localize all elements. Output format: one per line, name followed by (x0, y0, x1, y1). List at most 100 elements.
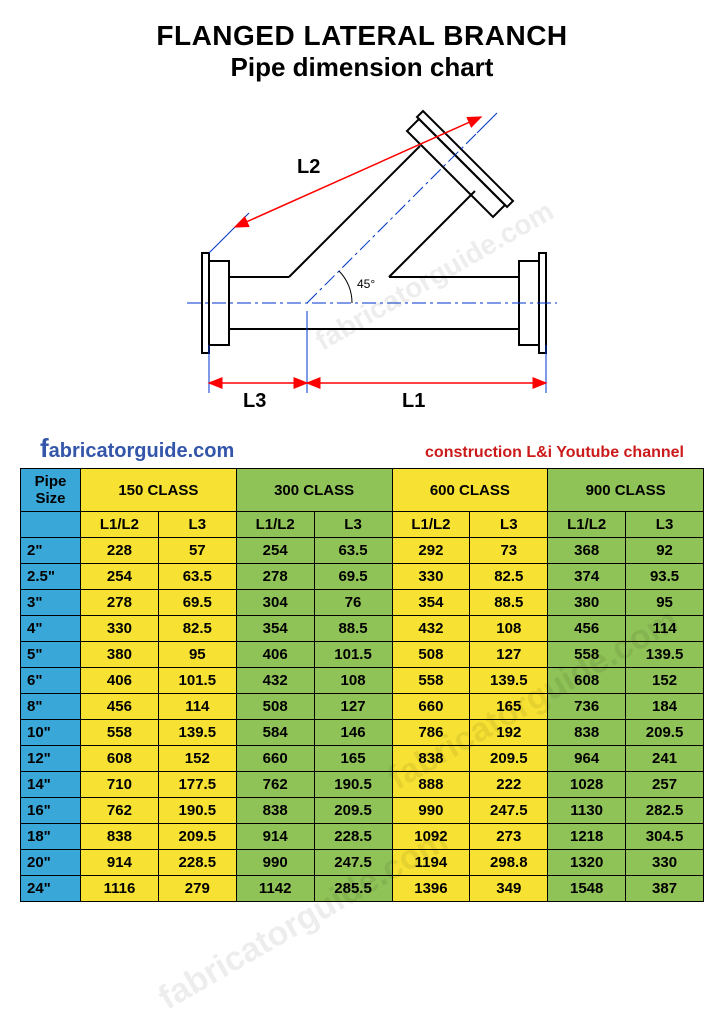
cell-value: 95 (158, 642, 236, 668)
cell-value: 1396 (392, 876, 470, 902)
angle-arc (339, 271, 352, 303)
cell-value: 241 (626, 746, 704, 772)
cell-value: 95 (626, 590, 704, 616)
dimension-table: Pipe Size 150 CLASS 300 CLASS 600 CLASS … (20, 468, 704, 902)
cell-value: 73 (470, 538, 548, 564)
table-row: 14"710177.5762190.58882221028257 (21, 772, 704, 798)
cell-size: 10" (21, 720, 81, 746)
extension-lines (209, 113, 546, 393)
title: FLANGED LATERAL BRANCH Pipe dimension ch… (20, 20, 704, 83)
links-row: fabricatorguide.com construction L&i You… (20, 433, 704, 464)
table-row: 6"406101.5432108558139.5608152 (21, 668, 704, 694)
cell-value: 608 (548, 668, 626, 694)
cell-value: 190.5 (314, 772, 392, 798)
title-line-1: FLANGED LATERAL BRANCH (20, 20, 704, 52)
header-class-3: 900 CLASS (548, 469, 704, 512)
cell-value: 1092 (392, 824, 470, 850)
cell-size: 8" (21, 694, 81, 720)
dimension-lines (209, 117, 546, 383)
cell-value: 1320 (548, 850, 626, 876)
cell-value: 285.5 (314, 876, 392, 902)
cell-value: 964 (548, 746, 626, 772)
l1-label: L1 (402, 390, 425, 412)
table-row: 8"456114508127660165736184 (21, 694, 704, 720)
cell-value: 1130 (548, 798, 626, 824)
cell-value: 736 (548, 694, 626, 720)
cell-value: 838 (548, 720, 626, 746)
header-sub: L3 (626, 512, 704, 538)
cell-value: 152 (158, 746, 236, 772)
cell-value: 108 (314, 668, 392, 694)
l3-label: L3 (243, 390, 266, 412)
cell-value: 432 (236, 668, 314, 694)
l2-label: L2 (297, 156, 320, 178)
cell-value: 1194 (392, 850, 470, 876)
cell-value: 228.5 (158, 850, 236, 876)
cell-value: 139.5 (626, 642, 704, 668)
cell-value: 222 (470, 772, 548, 798)
cell-value: 456 (548, 616, 626, 642)
cell-value: 292 (392, 538, 470, 564)
cell-value: 152 (626, 668, 704, 694)
cell-value: 380 (81, 642, 159, 668)
cell-value: 247.5 (470, 798, 548, 824)
cell-value: 146 (314, 720, 392, 746)
credits-text: construction L&i Youtube channel (425, 444, 684, 462)
cell-value: 92 (626, 538, 704, 564)
angle-label: 45° (357, 277, 375, 291)
cell-value: 558 (392, 668, 470, 694)
cell-value: 93.5 (626, 564, 704, 590)
cell-value: 101.5 (158, 668, 236, 694)
cell-value: 139.5 (470, 668, 548, 694)
table-row: 3"27869.53047635488.538095 (21, 590, 704, 616)
cell-value: 608 (81, 746, 159, 772)
cell-value: 1548 (548, 876, 626, 902)
cell-value: 278 (81, 590, 159, 616)
cell-value: 1142 (236, 876, 314, 902)
cell-value: 1218 (548, 824, 626, 850)
cell-value: 165 (314, 746, 392, 772)
cell-value: 380 (548, 590, 626, 616)
cell-value: 273 (470, 824, 548, 850)
cell-value: 82.5 (470, 564, 548, 590)
cell-size: 2" (21, 538, 81, 564)
cell-value: 82.5 (158, 616, 236, 642)
table-row: 16"762190.5838209.5990247.51130282.5 (21, 798, 704, 824)
cell-value: 762 (236, 772, 314, 798)
table-row: 4"33082.535488.5432108456114 (21, 616, 704, 642)
header-sub: L1/L2 (548, 512, 626, 538)
table-row: 5"38095406101.5508127558139.5 (21, 642, 704, 668)
header-sub: L3 (158, 512, 236, 538)
cell-value: 330 (81, 616, 159, 642)
cell-value: 69.5 (314, 564, 392, 590)
cell-value: 192 (470, 720, 548, 746)
lateral-branch-diagram: 45° L3 L1 L2 (147, 93, 577, 413)
site-link: fabricatorguide.com (40, 433, 234, 464)
cell-size: 2.5" (21, 564, 81, 590)
cell-value: 330 (392, 564, 470, 590)
cell-size: 12" (21, 746, 81, 772)
cell-value: 354 (236, 616, 314, 642)
table-row: 20"914228.5990247.51194298.81320330 (21, 850, 704, 876)
cell-value: 330 (626, 850, 704, 876)
cell-value: 177.5 (158, 772, 236, 798)
pipe-outline (202, 111, 546, 353)
cell-value: 406 (236, 642, 314, 668)
cell-value: 279 (158, 876, 236, 902)
cell-value: 247.5 (314, 850, 392, 876)
page: fabricatorguide.com fabricatorguide.com … (20, 20, 704, 902)
header-class-1: 300 CLASS (236, 469, 392, 512)
header-sub: L3 (314, 512, 392, 538)
diagram: 45° L3 L1 L2 (20, 93, 704, 413)
cell-value: 127 (470, 642, 548, 668)
cell-value: 354 (392, 590, 470, 616)
cell-value: 914 (236, 824, 314, 850)
cell-value: 254 (81, 564, 159, 590)
header-class-2: 600 CLASS (392, 469, 548, 512)
cell-value: 127 (314, 694, 392, 720)
cell-value: 387 (626, 876, 704, 902)
cell-value: 257 (626, 772, 704, 798)
cell-value: 349 (470, 876, 548, 902)
cell-value: 101.5 (314, 642, 392, 668)
cell-value: 114 (158, 694, 236, 720)
